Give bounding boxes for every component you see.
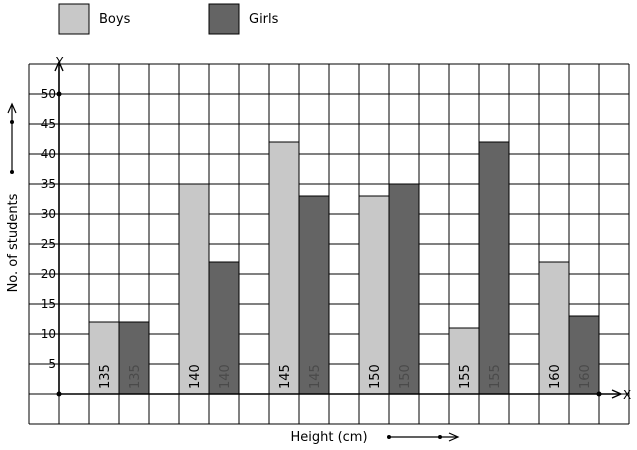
y-ticks: 5 10 15 20 25 30 35 40 45 50	[33, 87, 56, 371]
bar-category-label: 160	[548, 364, 563, 389]
legend-swatch-boys	[58, 3, 90, 35]
bar-category-label: 150	[368, 364, 383, 389]
bar-category-label: 155	[458, 364, 473, 389]
y-tick-label: 45	[41, 117, 56, 131]
bar	[478, 141, 510, 395]
bar	[568, 315, 600, 395]
y-axis-title: No. of students	[6, 193, 21, 292]
y-tick-label: 5	[48, 357, 56, 371]
bar	[298, 195, 330, 395]
axes	[54, 60, 623, 399]
x-axis-title: Height (cm)	[290, 430, 367, 445]
y-axis-dot	[56, 91, 62, 97]
x-axis-dot	[596, 391, 602, 397]
y-tick-label: 10	[41, 327, 56, 341]
y-tick-label: 15	[41, 297, 56, 311]
y-tick-label: 25	[41, 237, 56, 251]
y-tick-label: 30	[41, 207, 56, 221]
origin-dot	[56, 391, 62, 397]
legend-label-boys: Boys	[99, 12, 131, 27]
bars: 135 135 140 140 145 145 150 150 155 155 160 160	[88, 141, 600, 395]
bar	[268, 141, 300, 395]
y-axis-letter: Y	[55, 55, 64, 69]
bar-category-label: 135	[98, 364, 113, 389]
x-direction-arrow-decoration	[387, 432, 460, 442]
bar-category-label: 150	[398, 364, 413, 389]
bar-category-label: 140	[218, 364, 233, 389]
bar	[178, 183, 210, 395]
bar-category-label: 160	[578, 364, 593, 389]
y-axis-arrowhead	[54, 60, 64, 72]
legend: Boys Girls	[58, 3, 279, 35]
legend-label-girls: Girls	[249, 12, 279, 27]
bar-category-label: 135	[128, 364, 143, 389]
y-direction-arrow-decoration	[7, 102, 17, 174]
bar-category-label: 140	[188, 364, 203, 389]
bar	[388, 183, 420, 395]
y-tick-label: 40	[41, 147, 56, 161]
y-tick-label: 50	[41, 87, 56, 101]
x-axis-arrowhead	[611, 389, 623, 399]
bar-category-label: 155	[488, 364, 503, 389]
bar	[88, 321, 120, 395]
legend-swatch-girls	[208, 3, 240, 35]
bar	[358, 195, 390, 395]
y-tick-label: 20	[41, 267, 56, 281]
y-tick-label: 35	[41, 177, 56, 191]
bar-category-label: 145	[308, 364, 323, 389]
bar-category-label: 145	[278, 364, 293, 389]
x-axis-letter: X	[623, 388, 631, 402]
bar	[118, 321, 150, 395]
